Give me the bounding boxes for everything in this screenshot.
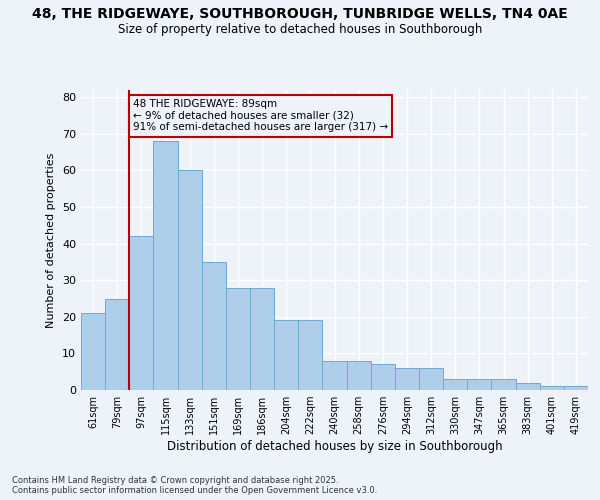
X-axis label: Distribution of detached houses by size in Southborough: Distribution of detached houses by size … xyxy=(167,440,502,453)
Text: 48, THE RIDGEWAYE, SOUTHBOROUGH, TUNBRIDGE WELLS, TN4 0AE: 48, THE RIDGEWAYE, SOUTHBOROUGH, TUNBRID… xyxy=(32,8,568,22)
Bar xyxy=(443,379,467,390)
Bar xyxy=(298,320,322,390)
Bar xyxy=(515,382,540,390)
Text: Contains HM Land Registry data © Crown copyright and database right 2025.
Contai: Contains HM Land Registry data © Crown c… xyxy=(12,476,377,495)
Bar xyxy=(105,298,129,390)
Bar xyxy=(178,170,202,390)
Bar xyxy=(467,379,491,390)
Bar xyxy=(491,379,515,390)
Bar xyxy=(322,360,347,390)
Bar xyxy=(226,288,250,390)
Text: 48 THE RIDGEWAYE: 89sqm
← 9% of detached houses are smaller (32)
91% of semi-det: 48 THE RIDGEWAYE: 89sqm ← 9% of detached… xyxy=(133,99,388,132)
Bar xyxy=(274,320,298,390)
Bar xyxy=(419,368,443,390)
Text: Size of property relative to detached houses in Southborough: Size of property relative to detached ho… xyxy=(118,24,482,36)
Bar xyxy=(347,360,371,390)
Y-axis label: Number of detached properties: Number of detached properties xyxy=(46,152,56,328)
Bar xyxy=(395,368,419,390)
Bar xyxy=(540,386,564,390)
Bar xyxy=(81,313,105,390)
Bar xyxy=(250,288,274,390)
Bar xyxy=(371,364,395,390)
Bar xyxy=(154,141,178,390)
Bar xyxy=(129,236,154,390)
Bar xyxy=(202,262,226,390)
Bar xyxy=(564,386,588,390)
